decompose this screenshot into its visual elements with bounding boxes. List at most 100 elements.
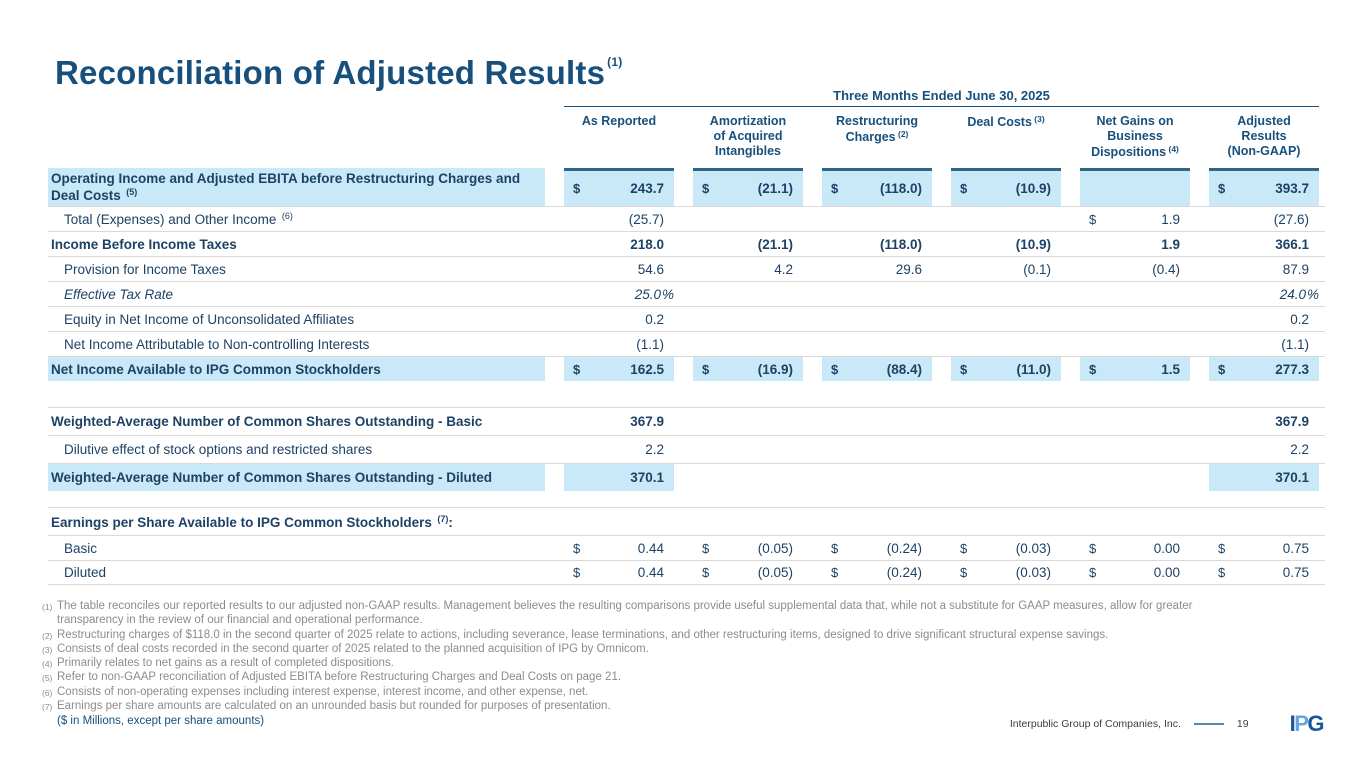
value-cell	[951, 307, 1061, 331]
value-cell: $ (0.24)	[831, 565, 922, 581]
value-cell: $243.7	[564, 168, 674, 207]
value-cell: $ (0.03)	[960, 540, 1051, 556]
value-cell	[951, 436, 1061, 463]
value-cell: 2.2	[645, 442, 664, 458]
value-cell	[693, 408, 803, 435]
table-row: Diluted $0.44 $ (0.05) $ (0.24) $ (0.03) $0.00 $0…	[48, 560, 1325, 586]
table-row: Weighted-Average Number of Common Shares…	[48, 407, 1325, 435]
table-row: Earnings per Share Available to IPG Comm…	[48, 507, 1325, 535]
value-cell	[951, 332, 1061, 356]
column-header: Deal Costs (3)	[967, 114, 1045, 129]
table-row: Basic $0.44 $ (0.05) $ (0.24) $ (0.03) $0.00 $0.7…	[48, 535, 1325, 560]
footnote: (6) Consists of non-operating expenses in…	[42, 685, 589, 698]
table-row: Equity in Net Income of Unconsolidated A…	[48, 306, 1325, 331]
page-title-text: Reconciliation of Adjusted Results	[55, 54, 606, 91]
value-cell: $0.75	[1218, 565, 1309, 581]
column-header: As Reported	[581, 114, 657, 128]
value-cell: $ (88.4)	[822, 357, 932, 382]
value-cell: $ (10.9)	[951, 168, 1061, 207]
period-header: Three Months Ended June 30, 2025	[564, 88, 1319, 107]
value-cell: 2.2	[1290, 442, 1309, 458]
row-label: Income Before Income Taxes	[51, 236, 237, 252]
value-cell	[951, 464, 1061, 491]
value-cell: (118.0)	[879, 236, 922, 252]
value-cell	[693, 307, 803, 331]
value-cell: 367.9	[630, 414, 664, 430]
value-cell: (0.1)	[1023, 261, 1051, 277]
footer-divider-line	[1193, 723, 1224, 725]
footnote: (5) Refer to non-GAAP reconciliation of A…	[42, 671, 622, 684]
row-label: Total (Expenses) and Other Income (6)	[64, 211, 293, 228]
table-row: Net Income Available to IPG Common Stock…	[48, 356, 1325, 382]
table-row: Dilutive effect of stock options and res…	[48, 435, 1325, 463]
table-row: Income Before Income Taxes 218.0 (21.1) (11…	[48, 231, 1325, 256]
value-cell	[951, 408, 1061, 435]
period-header-row: Three Months Ended June 30, 2025	[48, 88, 1325, 107]
value-cell	[951, 207, 1061, 231]
row-label: Diluted	[64, 565, 107, 581]
value-cell	[1080, 282, 1190, 306]
column-header: Amortization of Acquired Intangibles	[709, 114, 787, 158]
footer-page-number: 19	[1236, 718, 1249, 730]
row-label: Weighted-Average Number of Common Shares…	[51, 414, 483, 430]
footer-company: Interpublic Group of Companies, Inc.	[1009, 718, 1181, 730]
value-cell: 54.6	[637, 261, 664, 277]
value-cell: 1.9	[1161, 236, 1180, 252]
row-label: Net Income Available to IPG Common Stock…	[48, 357, 545, 382]
value-cell: 25.0 %	[634, 286, 674, 302]
value-cell: $277.3	[1209, 357, 1319, 382]
value-cell	[1080, 332, 1190, 356]
value-cell	[822, 436, 932, 463]
value-cell: $ (118.0)	[822, 168, 932, 207]
value-cell: $1.5	[1080, 357, 1190, 382]
row-label: Effective Tax Rate	[64, 286, 174, 302]
table-body: Operating Income and Adjusted EBITA befo…	[48, 168, 1325, 586]
value-cell: $0.00	[1089, 540, 1180, 556]
table-row: Effective Tax Rate 25.0 % 24.0 %	[48, 281, 1325, 306]
value-cell	[693, 436, 803, 463]
footnote: (7) Earnings per share amounts are calcul…	[42, 700, 611, 713]
value-cell: (25.7)	[628, 211, 664, 227]
value-cell: $ (0.05)	[702, 540, 793, 556]
value-cell	[822, 307, 932, 331]
reconciliation-table: Three Months Ended June 30, 2025 As Repo…	[48, 88, 1325, 586]
value-cell	[822, 464, 932, 491]
page-title: Reconciliation of Adjusted Results (1)	[55, 54, 622, 92]
table-row: Weighted-Average Number of Common Shares…	[48, 463, 1325, 492]
value-cell: $ (0.05)	[702, 565, 793, 581]
value-cell	[1209, 508, 1319, 535]
value-cell	[951, 508, 1061, 535]
logo-letter-i: I	[1289, 711, 1296, 736]
row-label: Equity in Net Income of Unconsolidated A…	[64, 311, 355, 327]
value-cell	[693, 464, 803, 491]
row-label: Operating Income and Adjusted EBITA befo…	[48, 168, 545, 207]
value-cell: (21.1)	[757, 236, 793, 252]
value-cell: $0.44	[573, 565, 664, 581]
value-cell: 366.1	[1275, 236, 1309, 252]
value-cell: (27.6)	[1273, 211, 1309, 227]
value-cell: (1.1)	[636, 336, 664, 352]
column-header: Restructuring Charges (2)	[836, 114, 918, 144]
value-cell: 24.0 %	[1279, 286, 1319, 302]
value-cell	[822, 332, 932, 356]
footnote: (3) Consists of deal costs recorded in th…	[42, 642, 649, 655]
value-cell: 370.1	[1209, 464, 1319, 492]
value-cell	[822, 508, 932, 535]
value-cell	[1080, 464, 1190, 491]
row-label: Basic	[64, 540, 98, 556]
value-cell: $0.44	[573, 540, 664, 556]
value-cell	[951, 282, 1061, 306]
value-cell: (0.4)	[1152, 261, 1180, 277]
units-note: ($ in Millions, except per share amounts…	[57, 715, 265, 728]
table-row: Total (Expenses) and Other Income (6) (25…	[48, 206, 1325, 231]
row-label: Weighted-Average Number of Common Shares…	[48, 464, 545, 492]
row-label: Earnings per Share Available to IPG Comm…	[51, 513, 453, 530]
value-cell	[822, 408, 932, 435]
value-cell	[693, 282, 803, 306]
table-row: Provision for Income Taxes 54.6 4.2 29.6 (0.…	[48, 256, 1325, 281]
value-cell: $162.5	[564, 357, 674, 382]
value-cell: (1.1)	[1281, 336, 1309, 352]
value-cell: 0.2	[645, 311, 664, 327]
value-cell: (10.9)	[1015, 236, 1051, 252]
